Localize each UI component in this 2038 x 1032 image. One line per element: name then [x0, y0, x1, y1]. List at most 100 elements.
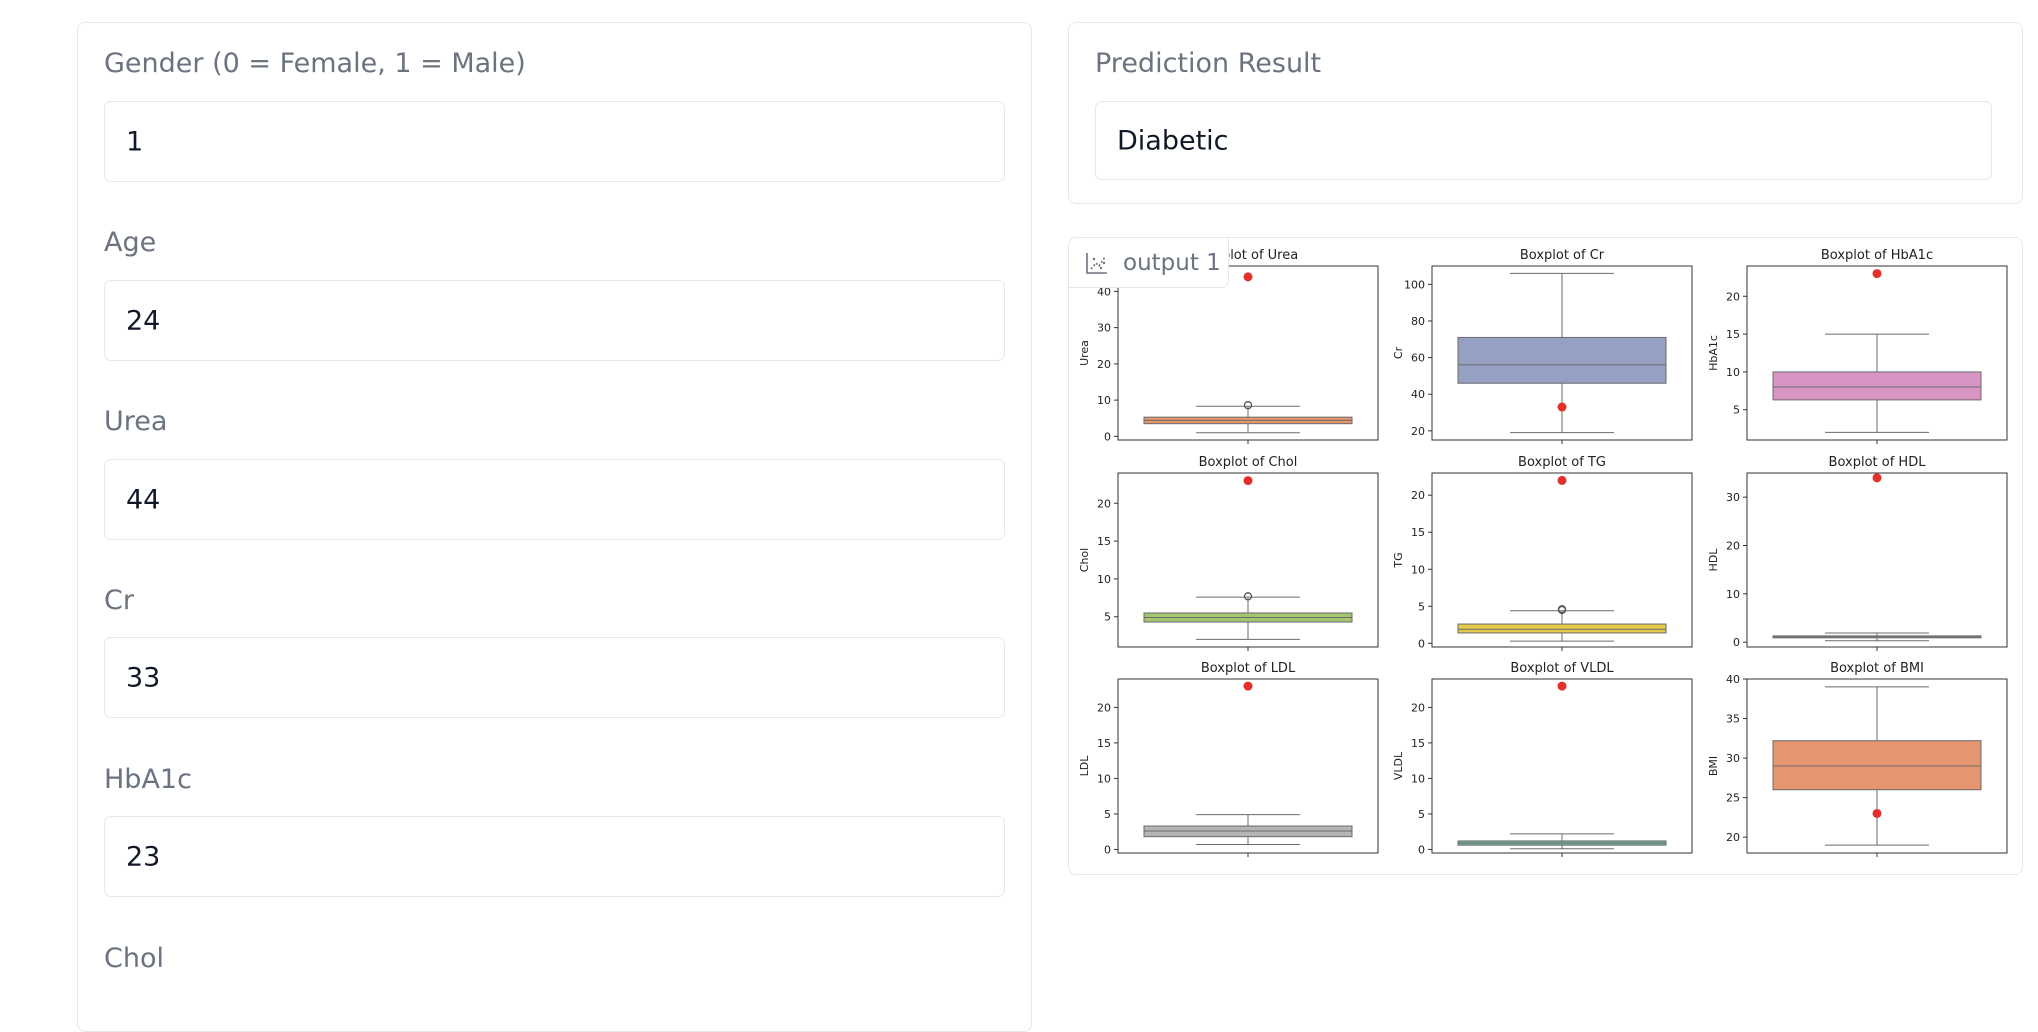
tg-chart-title: Boxplot of TG — [1518, 455, 1606, 470]
output-label-badge: output 1 — [1069, 238, 1229, 288]
tg-ylabel: TG — [1392, 552, 1405, 568]
urea-input[interactable]: 44 — [104, 459, 1005, 540]
tg-ytick-label: 20 — [1411, 489, 1425, 502]
bmi-chart-title: Boxplot of BMI — [1830, 661, 1924, 676]
urea-ytick-label: 30 — [1097, 322, 1111, 335]
hdl-ytick-label: 20 — [1726, 540, 1740, 553]
cr-ytick-label: 100 — [1404, 278, 1425, 291]
urea-ytick-label: 20 — [1097, 358, 1111, 371]
chol-ytick-label: 15 — [1097, 535, 1111, 548]
cr-ytick-label: 80 — [1411, 315, 1425, 328]
urea-ytick-label: 0 — [1104, 430, 1111, 443]
prediction-result-value: Diabetic — [1117, 125, 1229, 156]
vldl-input-value-point — [1557, 681, 1567, 691]
ldl-input-value-point — [1243, 681, 1253, 691]
output-label: output 1 — [1123, 249, 1221, 276]
cr-label: Cr — [104, 585, 134, 616]
cr-input[interactable]: 33 — [104, 637, 1005, 718]
bmi-ytick-label: 30 — [1726, 752, 1740, 765]
prediction-result-label: Prediction Result — [1095, 48, 1322, 79]
tg-ytick-label: 15 — [1411, 526, 1425, 539]
chol-ytick-label: 5 — [1104, 611, 1111, 624]
cr-ytick-label: 60 — [1411, 352, 1425, 365]
urea-ytick-label: 40 — [1097, 285, 1111, 298]
hba1c-input[interactable]: 23 — [104, 816, 1005, 897]
hba1c-input-value: 23 — [126, 841, 161, 872]
hba1c-input-value-point — [1872, 269, 1882, 279]
hdl-ytick-label: 0 — [1733, 636, 1740, 649]
hdl-ylabel: HDL — [1707, 548, 1720, 572]
urea-input-value: 44 — [126, 484, 161, 515]
ldl-ytick-label: 0 — [1104, 843, 1111, 856]
urea-outlier-point — [1243, 401, 1253, 410]
cr-ylabel: Cr — [1392, 346, 1405, 359]
bmi-ytick-label: 25 — [1726, 792, 1740, 805]
bmi-ylabel: BMI — [1707, 756, 1720, 776]
urea-input-value-point — [1243, 272, 1253, 282]
vldl-chart-title: Boxplot of VLDL — [1510, 661, 1614, 676]
vldl-ytick-label: 20 — [1411, 701, 1425, 714]
chart-icon — [1086, 252, 1107, 274]
prediction-result-field[interactable]: Diabetic — [1095, 101, 1992, 180]
gender-input-value: 1 — [126, 126, 144, 157]
ldl-ytick-label: 15 — [1097, 737, 1111, 750]
gender-label: Gender (0 = Female, 1 = Male) — [104, 48, 526, 79]
chol-ylabel: Chol — [1078, 548, 1091, 572]
hba1c-ytick-label: 20 — [1726, 290, 1740, 303]
hdl-plot-frame — [1746, 472, 2008, 648]
cr-ytick-label: 20 — [1411, 425, 1425, 438]
bmi-input-value-point — [1872, 808, 1882, 818]
hdl-chart-title: Boxplot of HDL — [1829, 455, 1927, 470]
ldl-ytick-label: 5 — [1104, 808, 1111, 821]
tg-input-value-point — [1557, 475, 1567, 485]
hdl-ytick-label: 30 — [1726, 491, 1740, 504]
tg-ytick-label: 0 — [1418, 637, 1425, 650]
urea-label: Urea — [104, 406, 168, 437]
vldl-ytick-label: 0 — [1418, 843, 1425, 856]
ldl-ytick-label: 20 — [1097, 701, 1111, 714]
urea-ylabel: Urea — [1078, 340, 1091, 366]
bmi-ytick-label: 35 — [1726, 713, 1740, 726]
ldl-ytick-label: 10 — [1097, 772, 1111, 785]
urea-ytick-label: 10 — [1097, 394, 1111, 407]
chol-ytick-label: 20 — [1097, 497, 1111, 510]
chol-outlier-point — [1243, 592, 1253, 601]
bmi-ytick-label: 20 — [1726, 831, 1740, 844]
chol-ytick-label: 10 — [1097, 573, 1111, 586]
age-input-value: 24 — [126, 305, 161, 336]
tg-ytick-label: 5 — [1418, 600, 1425, 613]
tg-outlier-point — [1557, 605, 1567, 614]
hba1c-chart-title: Boxplot of HbA1c — [1821, 248, 1933, 263]
chol-input-value-point — [1243, 476, 1253, 486]
vldl-ytick-label: 10 — [1411, 772, 1425, 785]
age-label: Age — [104, 227, 157, 258]
age-input[interactable]: 24 — [104, 280, 1005, 361]
hba1c-ytick-label: 5 — [1733, 404, 1740, 417]
bmi-ytick-label: 40 — [1726, 673, 1740, 686]
gender-input[interactable]: 1 — [104, 101, 1005, 182]
hba1c-ytick-label: 15 — [1726, 328, 1740, 341]
hba1c-label: HbA1c — [104, 764, 192, 795]
chol-chart-title: Boxplot of Chol — [1199, 455, 1298, 470]
cr-input-value: 33 — [126, 662, 161, 693]
vldl-ytick-label: 5 — [1418, 808, 1425, 821]
cr-chart-title: Boxplot of Cr — [1520, 248, 1605, 263]
vldl-ytick-label: 15 — [1411, 737, 1425, 750]
cr-ytick-label: 40 — [1411, 388, 1425, 401]
bmi-box — [1772, 740, 1982, 791]
chol-label: Chol — [104, 943, 164, 974]
ldl-ylabel: LDL — [1078, 755, 1091, 777]
tg-ytick-label: 10 — [1411, 563, 1425, 576]
vldl-plot-frame — [1431, 678, 1693, 854]
vldl-ylabel: VLDL — [1392, 751, 1405, 780]
hba1c-box — [1772, 371, 1982, 401]
hba1c-ytick-label: 10 — [1726, 366, 1740, 379]
input-form-panel: Gender (0 = Female, 1 = Male) 1 Age 24 U… — [77, 22, 1032, 1032]
hdl-input-value-point — [1872, 473, 1882, 483]
cr-input-value-point — [1557, 402, 1567, 412]
tg-box — [1457, 623, 1667, 634]
cr-box — [1457, 336, 1667, 384]
prediction-result-panel: Prediction Result Diabetic — [1068, 22, 2023, 204]
hdl-ytick-label: 10 — [1726, 588, 1740, 601]
